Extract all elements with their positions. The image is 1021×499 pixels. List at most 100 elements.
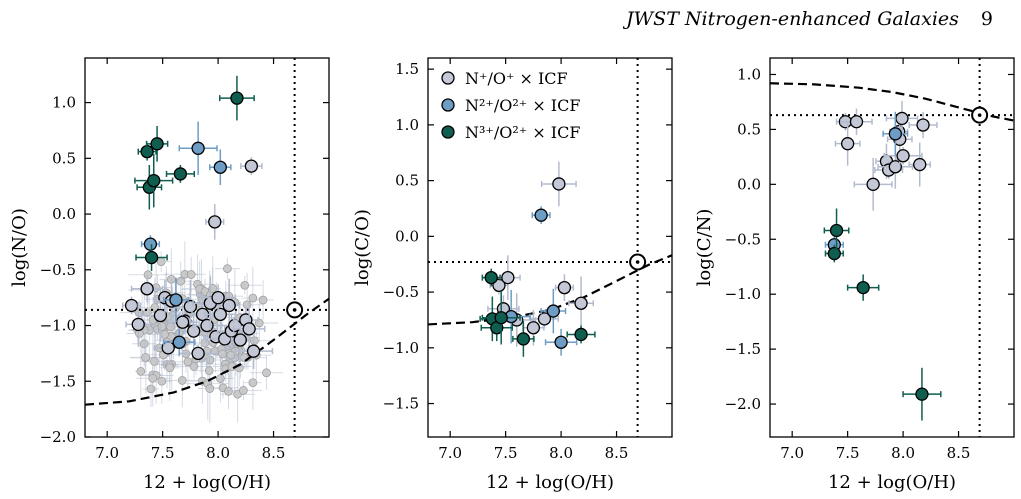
y-tick-label: −1.0 <box>725 285 761 303</box>
page-number: 9 <box>980 8 993 30</box>
data-point <box>147 173 161 188</box>
data-point <box>484 270 498 285</box>
x-axis-label: 12 + log(O/H) <box>828 472 956 493</box>
y-axis-label: log(N/O) <box>9 208 30 287</box>
data-point <box>222 298 236 313</box>
sample-point <box>183 357 193 367</box>
data-point <box>242 322 256 336</box>
plot-area <box>428 58 672 437</box>
x-tick-label: 8.5 <box>605 444 629 462</box>
data-point <box>827 246 841 261</box>
data-point <box>895 111 909 126</box>
panel-3: 7.0 7.5 8.0 8.5 −2.0 −1.5 −1.0 −0.5 0.0 0.5 1.0 12 … <box>694 57 1015 493</box>
y-tick-label: 0.0 <box>52 205 76 223</box>
data-point <box>554 335 568 349</box>
plot-area <box>770 58 1014 437</box>
y-tick-label: −1.0 <box>383 339 419 357</box>
data-point <box>140 144 154 159</box>
data-point <box>172 335 186 349</box>
data-point <box>888 160 902 174</box>
sample-point <box>176 276 186 286</box>
sample-point <box>216 374 225 383</box>
sample-point <box>136 366 146 376</box>
sample-point <box>150 357 159 366</box>
sample-point <box>239 386 248 395</box>
data-point <box>557 280 572 295</box>
data-point <box>183 299 198 314</box>
data-point <box>552 177 566 191</box>
data-point <box>246 344 261 358</box>
data-point <box>829 223 844 238</box>
data-point <box>230 91 244 105</box>
data-point <box>150 137 164 151</box>
data-point <box>213 307 227 322</box>
sample-point <box>248 378 258 388</box>
y-axis-label: log(C/N) <box>694 209 715 287</box>
x-tick-label: 8.5 <box>262 444 286 462</box>
data-point <box>856 280 870 295</box>
sample-point <box>254 318 264 328</box>
sample-point <box>242 300 252 310</box>
data-point <box>840 137 855 151</box>
data-point <box>228 318 242 333</box>
y-tick-label: −0.5 <box>725 230 761 248</box>
data-point <box>537 312 552 326</box>
sample-point <box>248 293 258 303</box>
x-tick-label: 8.5 <box>947 444 971 462</box>
data-point <box>494 311 508 325</box>
data-point <box>526 321 541 335</box>
x-tick-label: 8.0 <box>206 444 230 462</box>
x-tick-label: 7.0 <box>438 444 462 462</box>
legend-label: N²⁺/O²⁺ × ICF <box>465 96 580 115</box>
x-axis-label: 12 + log(O/H) <box>143 472 271 493</box>
data-point <box>574 327 588 342</box>
legend-marker <box>441 125 455 139</box>
sample-point <box>146 384 156 394</box>
panel-1: 7.0 7.5 8.0 8.5 −2.0 −1.5 −1.0 −0.5 0.0 0.5 1.0 12 … <box>9 57 330 493</box>
x-tick-label: 7.5 <box>836 444 860 462</box>
model-curve <box>85 297 329 406</box>
y-tick-label: −1.0 <box>40 317 76 335</box>
data-point <box>169 293 183 307</box>
sample-point <box>143 270 153 280</box>
sample-point <box>200 338 210 348</box>
sample-point <box>240 280 250 290</box>
y-tick-label: −1.5 <box>40 372 76 390</box>
y-tick-label: −1.5 <box>383 395 419 413</box>
y-tick-label: 1.0 <box>52 94 76 112</box>
data-point <box>233 333 247 347</box>
sample-point <box>157 322 167 331</box>
y-tick-label: 0.5 <box>52 149 76 167</box>
y-tick-label: 0.5 <box>737 120 761 138</box>
sample-point <box>186 270 196 279</box>
data-point <box>213 160 227 174</box>
legend-label: N³⁺/O²⁺ × ICF <box>465 123 580 142</box>
sample-point <box>223 264 232 274</box>
data-point <box>501 270 515 285</box>
sample-point <box>148 373 158 383</box>
data-point <box>175 315 190 329</box>
solar-symbol-dot <box>635 260 640 264</box>
x-tick-label: 7.5 <box>151 444 175 462</box>
data-point <box>191 346 205 361</box>
data-point <box>211 291 225 305</box>
sample-point <box>205 384 215 393</box>
solar-symbol-dot <box>292 308 297 312</box>
y-tick-label: 1.5 <box>395 60 419 78</box>
sample-point <box>262 368 271 378</box>
x-axis-label: 12 + log(O/H) <box>486 472 614 493</box>
data-point <box>896 149 910 163</box>
data-point <box>191 141 205 155</box>
data-point <box>131 317 145 332</box>
legend: N⁺/O⁺ × ICF N²⁺/O²⁺ × ICF N³⁺/O²⁺ × ICF <box>441 69 580 142</box>
data-point <box>866 177 880 191</box>
x-tick-label: 8.0 <box>891 444 915 462</box>
y-tick-label: 0.0 <box>737 175 761 193</box>
data-point <box>888 127 902 141</box>
data-point <box>200 318 214 333</box>
x-tick-label: 7.0 <box>95 444 119 462</box>
legend-marker <box>441 98 455 112</box>
y-tick-label: 1.0 <box>395 116 419 134</box>
y-axis-label: log(C/O) <box>352 209 373 286</box>
